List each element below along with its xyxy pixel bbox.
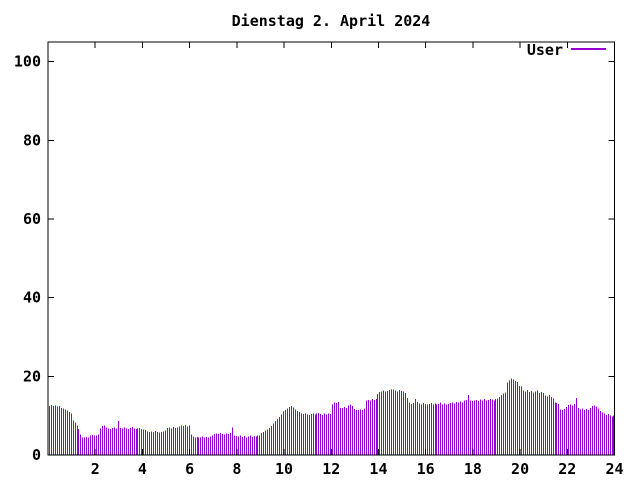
y-tick-label: 100 xyxy=(14,53,41,71)
x-tick-label: 20 xyxy=(511,460,529,478)
x-tick-label: 24 xyxy=(605,460,623,478)
x-tick-label: 22 xyxy=(558,460,576,478)
chart-title: Dienstag 2. April 2024 xyxy=(231,12,431,30)
x-tick-label: 6 xyxy=(185,460,194,478)
y-tick-label: 60 xyxy=(23,210,41,228)
x-tick-label: 16 xyxy=(417,460,435,478)
y-tick-label: 80 xyxy=(23,131,41,149)
x-tick-label: 18 xyxy=(464,460,482,478)
y-tick-label: 0 xyxy=(32,446,41,464)
x-tick-label: 4 xyxy=(138,460,147,478)
y-tick-label: 40 xyxy=(23,289,41,307)
y-tick-label: 20 xyxy=(23,367,41,385)
x-tick-label: 14 xyxy=(369,460,387,478)
x-tick-label: 2 xyxy=(91,460,100,478)
x-tick-label: 12 xyxy=(322,460,340,478)
x-tick-label: 10 xyxy=(275,460,293,478)
x-tick-label: 8 xyxy=(232,460,241,478)
